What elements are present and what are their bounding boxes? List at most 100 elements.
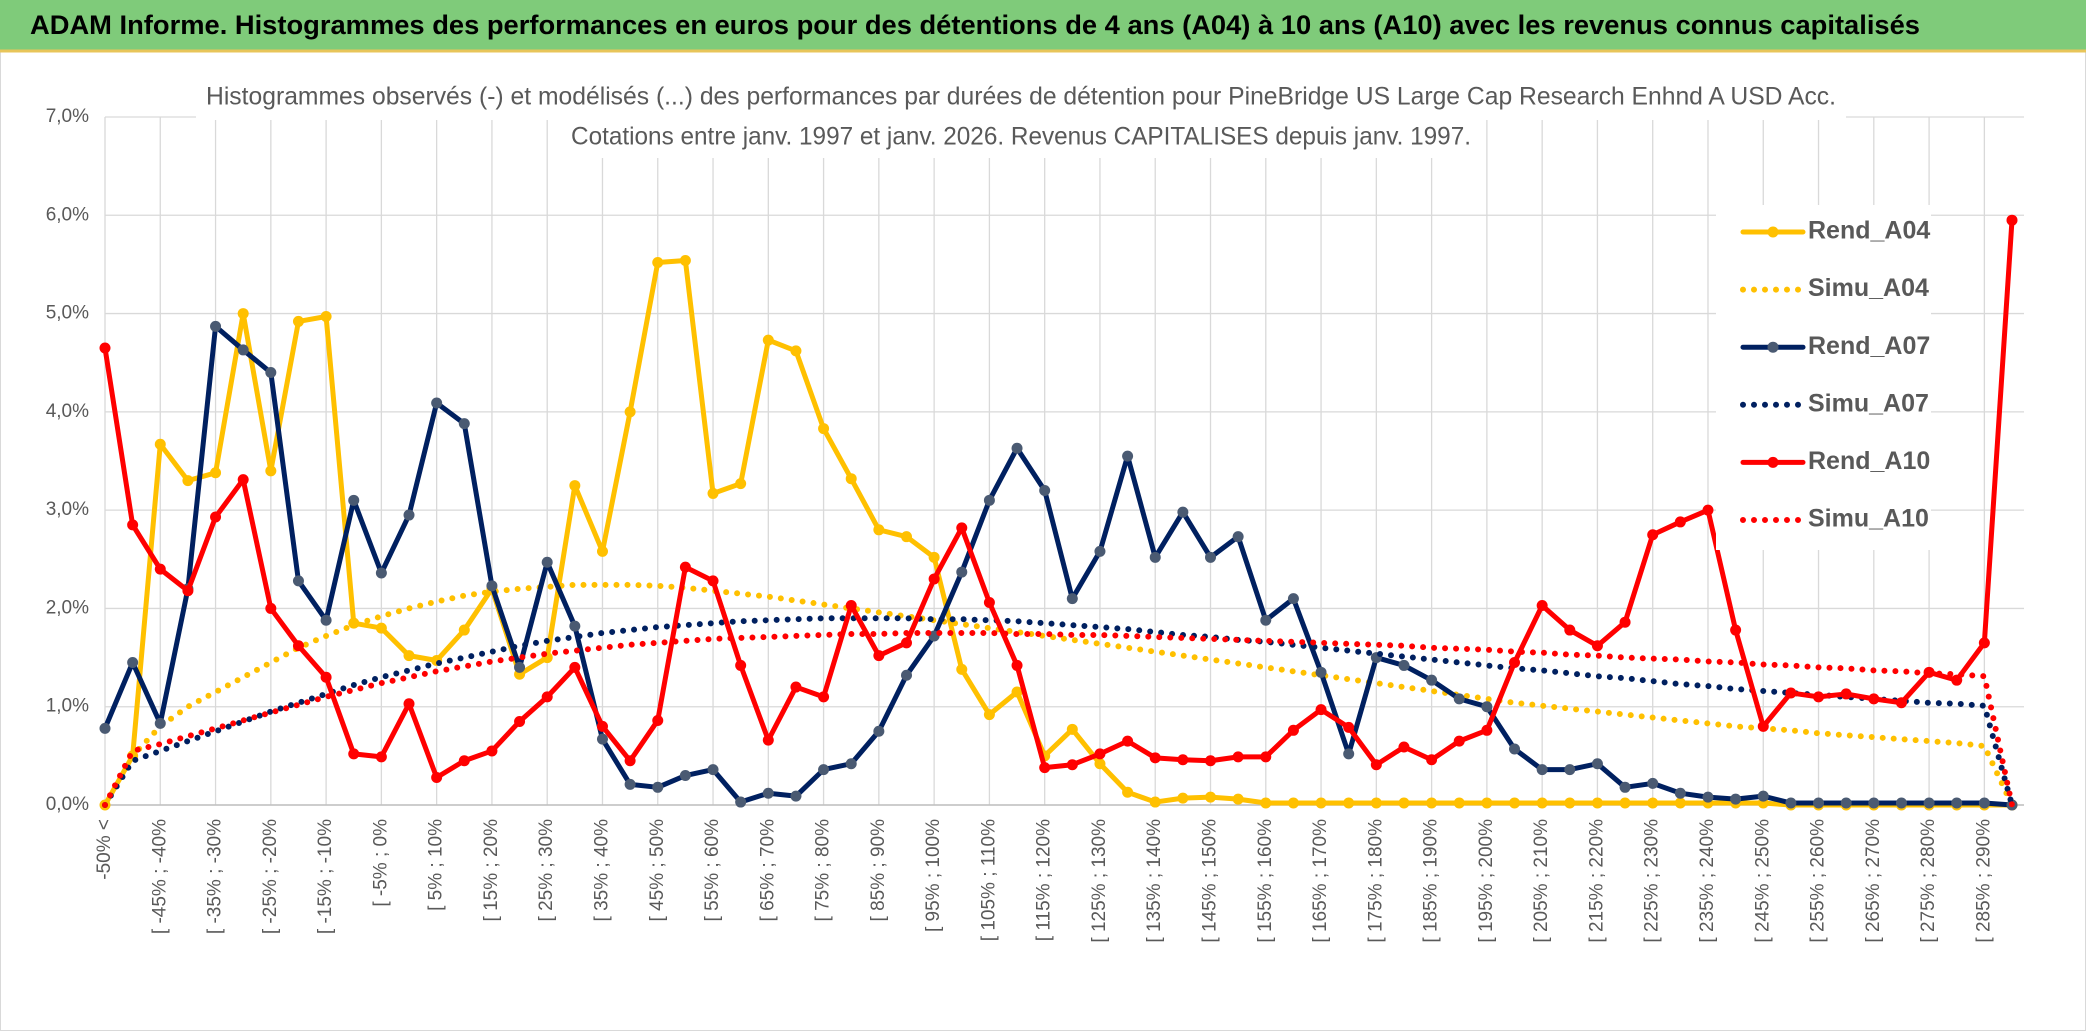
series-line bbox=[102, 630, 2015, 808]
data-point bbox=[1674, 516, 1686, 528]
data-point bbox=[458, 624, 470, 636]
data-point bbox=[1978, 637, 1990, 649]
data-point bbox=[679, 254, 691, 266]
x-tick-label: [ -35% ; -30% bbox=[205, 819, 226, 934]
data-point bbox=[569, 620, 581, 632]
x-tick-label: [ -5% ; 0% bbox=[370, 819, 391, 907]
data-point bbox=[1232, 793, 1244, 805]
data-point bbox=[1591, 758, 1603, 770]
data-point bbox=[735, 796, 747, 808]
x-tick-label: [ 85% ; 90% bbox=[868, 819, 889, 922]
data-point bbox=[403, 698, 415, 710]
data-point bbox=[624, 755, 636, 767]
data-point bbox=[1951, 674, 1963, 686]
legend-box bbox=[1716, 205, 1931, 550]
data-point bbox=[1895, 797, 1907, 809]
data-point bbox=[873, 524, 885, 536]
data-point bbox=[569, 661, 581, 673]
data-point bbox=[292, 575, 304, 587]
x-tick-label: [ 155% ; 160% bbox=[1255, 819, 1276, 943]
data-point bbox=[1509, 743, 1521, 755]
data-point bbox=[1205, 755, 1217, 767]
data-point bbox=[1757, 720, 1769, 732]
y-tick-label: 2,0% bbox=[46, 597, 89, 618]
data-point bbox=[1509, 797, 1521, 809]
x-tick-label: [ 105% ; 110% bbox=[978, 819, 999, 941]
data-point bbox=[154, 438, 166, 450]
data-point bbox=[1426, 797, 1438, 809]
data-point bbox=[458, 418, 470, 430]
chart-title: Histogrammes observés (-) et modélisés (… bbox=[206, 83, 1836, 111]
y-tick-label: 3,0% bbox=[46, 499, 89, 520]
data-point bbox=[1453, 693, 1465, 705]
data-point bbox=[1398, 659, 1410, 671]
data-point bbox=[431, 397, 443, 409]
x-tick-label: [ 25% ; 30% bbox=[536, 819, 557, 922]
data-point bbox=[652, 256, 664, 268]
data-point bbox=[514, 661, 526, 673]
data-point bbox=[320, 311, 332, 323]
data-point bbox=[596, 733, 608, 745]
data-point bbox=[818, 423, 830, 435]
x-tick-label: [ 165% ; 170% bbox=[1310, 819, 1331, 943]
data-point bbox=[210, 511, 222, 523]
data-point bbox=[1757, 790, 1769, 802]
data-point bbox=[1343, 721, 1355, 733]
data-point bbox=[1591, 640, 1603, 652]
data-point bbox=[182, 475, 194, 487]
x-tick-label: [ -45% ; -40% bbox=[149, 819, 170, 934]
data-point bbox=[237, 344, 249, 356]
data-point bbox=[1011, 442, 1023, 454]
data-point bbox=[818, 764, 830, 776]
data-point bbox=[735, 478, 747, 490]
data-point bbox=[1149, 551, 1161, 563]
data-point bbox=[1177, 506, 1189, 518]
data-point bbox=[1536, 764, 1548, 776]
data-point bbox=[1785, 797, 1797, 809]
data-point bbox=[292, 315, 304, 327]
data-point bbox=[1011, 659, 1023, 671]
data-point bbox=[762, 787, 774, 799]
x-tick-label: [ 255% ; 260% bbox=[1808, 819, 1829, 943]
data-point bbox=[1177, 754, 1189, 766]
legend-marker bbox=[1767, 341, 1779, 353]
data-point bbox=[1260, 797, 1272, 809]
data-point bbox=[624, 406, 636, 418]
legend-marker bbox=[1767, 456, 1779, 468]
data-point bbox=[486, 580, 498, 592]
data-point bbox=[320, 614, 332, 626]
data-point bbox=[1702, 791, 1714, 803]
data-point bbox=[1260, 751, 1272, 763]
data-point bbox=[1978, 797, 1990, 809]
x-tick-label: [ 5% ; 10% bbox=[426, 819, 447, 911]
x-tick-label: [ 175% ; 180% bbox=[1365, 819, 1386, 943]
data-point bbox=[845, 758, 857, 770]
data-point bbox=[265, 465, 277, 477]
data-point bbox=[403, 509, 415, 521]
x-tick-label: [ 15% ; 20% bbox=[481, 819, 502, 922]
banner bbox=[0, 0, 2086, 50]
data-point bbox=[652, 714, 664, 726]
data-point bbox=[624, 778, 636, 790]
data-point bbox=[1674, 787, 1686, 799]
data-point bbox=[1813, 797, 1825, 809]
data-point bbox=[375, 567, 387, 579]
data-point bbox=[1564, 624, 1576, 636]
data-point bbox=[1481, 797, 1493, 809]
data-point bbox=[1094, 545, 1106, 557]
x-tick-label: [ 235% ; 240% bbox=[1697, 819, 1718, 943]
data-point bbox=[1868, 693, 1880, 705]
data-point bbox=[1315, 666, 1327, 678]
data-point bbox=[569, 480, 581, 492]
data-point bbox=[1564, 797, 1576, 809]
data-point bbox=[99, 342, 111, 354]
data-point bbox=[1039, 762, 1051, 774]
data-point bbox=[928, 573, 940, 585]
x-tick-label: [ 195% ; 200% bbox=[1476, 819, 1497, 943]
data-point bbox=[707, 764, 719, 776]
data-point bbox=[1287, 797, 1299, 809]
x-tick-label: -50% < bbox=[94, 819, 115, 880]
data-point bbox=[790, 790, 802, 802]
legend-marker bbox=[1767, 226, 1779, 238]
x-tick-label: [ -15% ; -10% bbox=[315, 819, 336, 934]
